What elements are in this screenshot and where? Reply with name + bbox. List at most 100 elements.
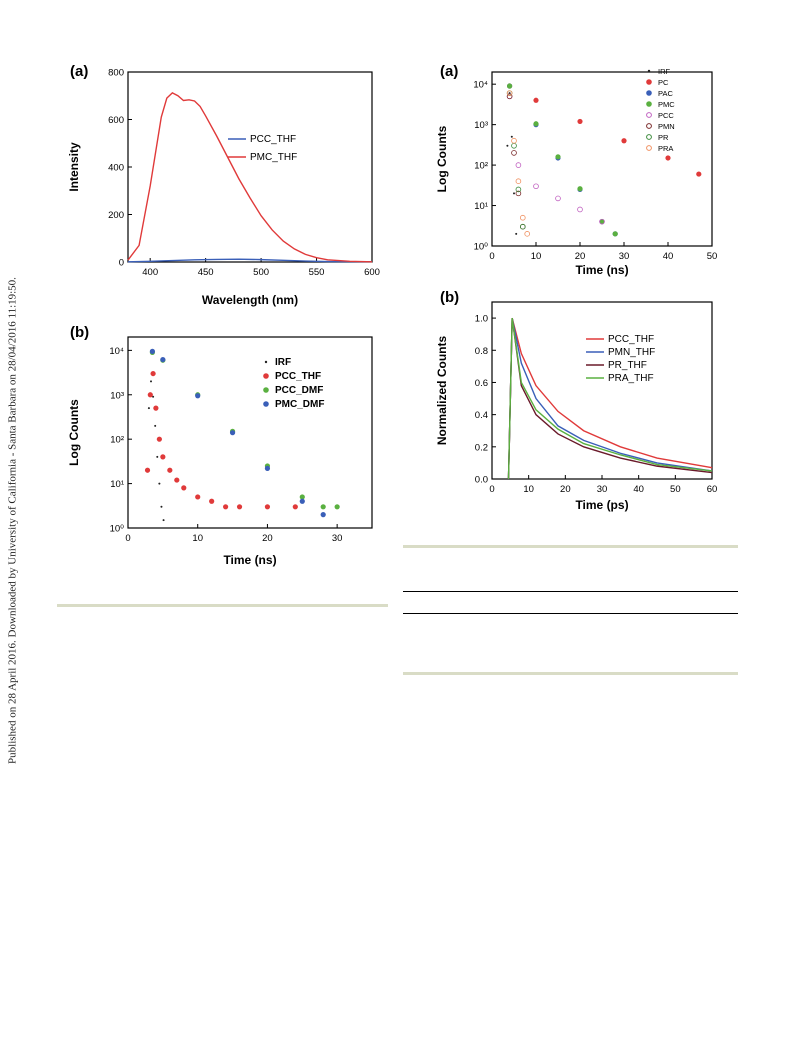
- data-point-pmc: [507, 83, 513, 89]
- data-point-pcc: [577, 206, 583, 213]
- figure-right-a: (a) 0 10 20 30 40 50 10⁰ 10¹ 10² 10³ 10⁴ Time (ns) Lo…: [430, 60, 720, 280]
- legend-label: IRF: [658, 67, 671, 76]
- data-point-irf: [513, 192, 515, 195]
- legend-swatch: [646, 123, 652, 129]
- data-point-pmc_dmf: [320, 512, 326, 518]
- series-line-pcc_thf: [127, 258, 373, 263]
- panel-label: (b): [70, 324, 89, 341]
- data-point-pcc_thf: [264, 504, 271, 510]
- series-line-pmn_thf: [507, 317, 713, 480]
- data-point-irf: [160, 505, 163, 508]
- legend-swatch: [263, 401, 269, 407]
- y-tick-label: 10²: [110, 435, 124, 446]
- table-rule-bottom: [403, 613, 738, 614]
- y-tick-label: 10⁴: [473, 80, 488, 91]
- data-point-pmc: [555, 154, 561, 160]
- legend-swatch: [264, 360, 268, 364]
- data-point-pcc_dmf: [320, 504, 326, 510]
- data-point-pcc_thf: [236, 504, 243, 510]
- data-point-irf: [515, 232, 518, 235]
- data-point-pcc_thf: [156, 436, 162, 442]
- legend-label: IRF: [275, 357, 291, 368]
- publication-notice: Published on 28 April 2016. Downloaded b…: [6, 277, 19, 764]
- data-point-pcc_thf: [174, 477, 180, 483]
- data-point-irf: [162, 519, 165, 522]
- x-tick-label: 10: [192, 533, 203, 544]
- divider-right-bottom: [403, 672, 738, 675]
- x-tick-label: 10: [531, 251, 542, 262]
- data-point-pra: [506, 90, 513, 96]
- y-tick-label: 10¹: [110, 479, 124, 490]
- normalized-decay-chart: (b) 0 10 20 30 40 50 60 0.0 0.2 0.4 0.6 0.8 1.0 Time (…: [435, 289, 717, 512]
- sidebar: Published on 28 April 2016. Downloaded b…: [0, 0, 26, 1039]
- y-tick-label: 10¹: [474, 201, 488, 212]
- legend-label: PMN_THF: [608, 347, 655, 358]
- divider-left: [57, 604, 388, 607]
- x-tick-label: 0: [489, 251, 494, 262]
- legend-swatch: [647, 69, 651, 73]
- decay-chart-left: (b) 0 10 20 30 10⁰ 10¹ 10² 10³ 10⁴ Time (ns) Log Co…: [67, 324, 373, 567]
- legend-swatch: [646, 79, 652, 85]
- figure-right-b: (b) 0 10 20 30 40 50 60 0.0 0.2 0.4 0.6 0.8 1.0 Time (…: [430, 289, 720, 515]
- x-tick-label: 40: [663, 251, 674, 262]
- legend-label: PCC: [658, 111, 674, 120]
- y-axis-label: Intensity: [67, 142, 81, 192]
- data-point-pcc_thf: [153, 405, 159, 411]
- x-tick-label: 0: [489, 484, 494, 495]
- data-point-irf: [154, 424, 157, 427]
- x-tick-label: 40: [633, 484, 644, 495]
- legend-label: PR_THF: [608, 360, 647, 371]
- x-tick-label: 600: [364, 267, 380, 278]
- x-tick-label: 50: [670, 484, 681, 495]
- legend-swatch: [646, 112, 652, 118]
- data-point-pra: [520, 214, 526, 221]
- data-point-pmc: [533, 121, 539, 127]
- table-rule-top: [403, 591, 738, 592]
- data-point-pmc: [612, 231, 618, 237]
- data-point-pr: [520, 223, 526, 230]
- series-line-pra_thf: [507, 317, 713, 480]
- legend-label: PCC_THF: [250, 134, 296, 145]
- emission-spectrum-chart: (a) 400 450 500 550 600 0 200 400 600 800 Wavelengt…: [67, 63, 380, 307]
- data-point-irf: [506, 144, 509, 147]
- data-point-pmc_dmf: [299, 498, 305, 504]
- legend-swatch: [646, 90, 652, 96]
- data-point-pcc_dmf: [334, 504, 340, 510]
- decay-chart-right: (a) 0 10 20 30 40 50 10⁰ 10¹ 10² 10³ 10⁴ Time (ns) Lo…: [435, 63, 717, 277]
- legend-swatch: [646, 145, 652, 151]
- x-tick-label: 0: [125, 533, 130, 544]
- x-tick-label: 30: [597, 484, 608, 495]
- data-point-pcc: [599, 218, 605, 225]
- y-tick-label: 10⁴: [109, 346, 124, 357]
- legend-label: PAC: [658, 89, 673, 98]
- y-tick-label: 400: [108, 163, 124, 174]
- y-tick-label: 10²: [474, 161, 488, 172]
- y-tick-label: 600: [108, 115, 124, 126]
- data-point-pc: [696, 171, 702, 177]
- data-point-irf: [152, 395, 155, 398]
- data-point-pmc: [599, 219, 605, 225]
- x-axis-label: Time (ns): [575, 263, 628, 277]
- data-point-pcc_thf: [292, 504, 298, 510]
- legend-label: PCC_THF: [608, 334, 654, 345]
- y-tick-label: 0.2: [475, 442, 488, 453]
- y-axis-label: Normalized Counts: [435, 336, 449, 446]
- x-tick-label: 500: [253, 267, 269, 278]
- y-axis-label: Log Counts: [435, 125, 449, 192]
- y-tick-label: 10⁰: [474, 242, 489, 253]
- data-point-pcc_thf: [223, 504, 229, 510]
- figure-left-b: (b) 0 10 20 30 10⁰ 10¹ 10² 10³ 10⁴ Time (ns) Log Co…: [60, 324, 380, 570]
- legend-swatch: [263, 387, 269, 393]
- panel-label: (b): [440, 289, 459, 306]
- legend-label: PMN: [658, 122, 675, 131]
- plot-frame: [127, 336, 373, 529]
- x-tick-label: 20: [560, 484, 571, 495]
- x-tick-label: 30: [332, 533, 343, 544]
- y-tick-label: 1.0: [475, 314, 488, 325]
- legend-label: PMC_DMF: [275, 399, 324, 410]
- y-tick-label: 0.8: [475, 346, 488, 357]
- y-tick-label: 0: [119, 258, 124, 269]
- legend-label: PRA_THF: [608, 373, 654, 384]
- data-point-pmn: [506, 93, 513, 100]
- x-tick-label: 550: [309, 267, 325, 278]
